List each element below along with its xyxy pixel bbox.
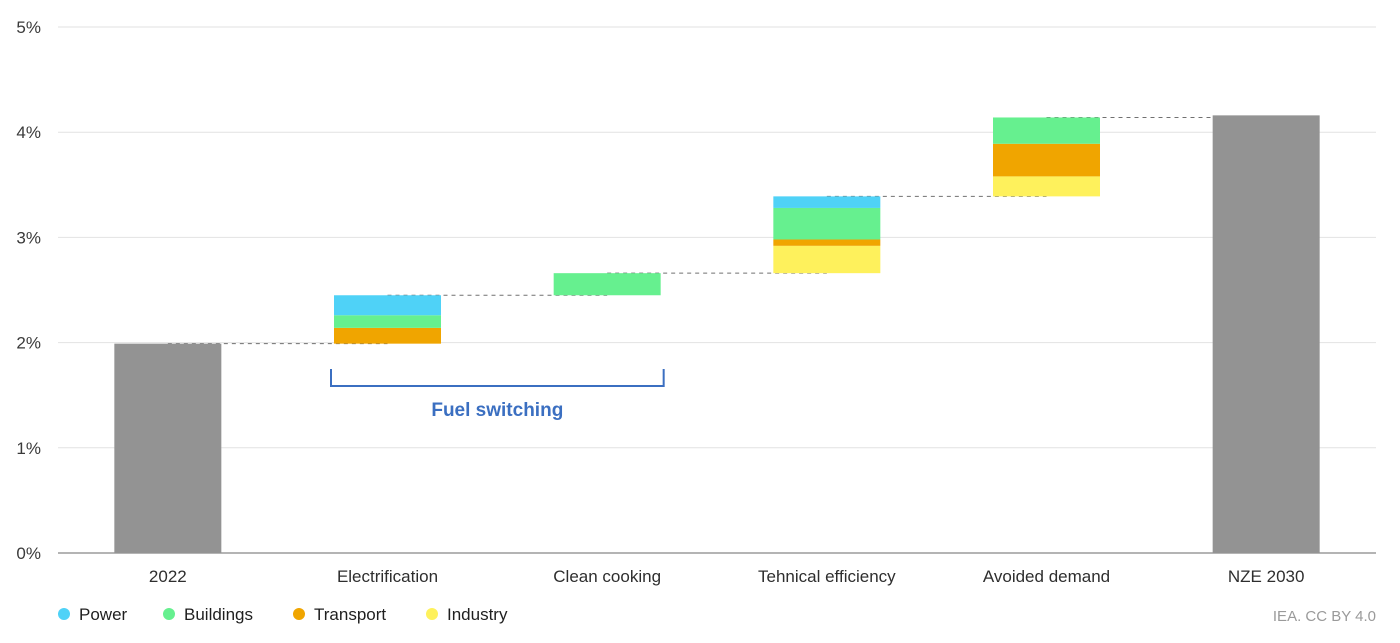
credit-text: IEA. CC BY 4.0 [1273, 608, 1376, 625]
x-tick-label-nze-2030: NZE 2030 [1228, 567, 1305, 586]
bar-segment-transport-tehnical-efficiency [773, 239, 881, 246]
y-tick-label-0: 0% [16, 544, 41, 563]
bar-segment-power-tehnical-efficiency [773, 196, 881, 208]
y-tick-label-2: 2% [16, 334, 41, 353]
bar-total-2022 [114, 343, 222, 553]
legend-label-buildings: Buildings [184, 605, 253, 624]
legend-label-power: Power [79, 605, 128, 624]
legend: Power Buildings Transport Industry [58, 605, 508, 624]
connector-lines [167, 116, 1267, 345]
bar-segment-buildings-electrification [334, 315, 441, 328]
bar-segment-power-electrification [334, 295, 441, 316]
legend-label-transport: Transport [314, 605, 386, 624]
x-tick-label-2022: 2022 [149, 567, 187, 586]
y-tick-label-1: 1% [16, 439, 41, 458]
x-tick-label-avoided-demand: Avoided demand [983, 567, 1110, 586]
bar-segment-buildings-clean-cooking [553, 273, 661, 296]
bars-group [114, 115, 1320, 554]
legend-swatch-transport [293, 608, 305, 620]
legend-swatch-power [58, 608, 70, 620]
x-axis-categories: 2022 Electrification Clean cooking Tehnical… [149, 567, 1305, 586]
y-tick-label-4: 4% [16, 123, 41, 142]
bar-segment-buildings-avoided-demand [993, 117, 1100, 144]
y-tick-label-5: 5% [16, 18, 41, 37]
legend-swatch-buildings [163, 608, 175, 620]
bar-segment-transport-electrification [334, 327, 441, 344]
bar-total-nze-2030 [1212, 115, 1320, 554]
legend-label-industry: Industry [447, 605, 508, 624]
annotation-bracket [330, 369, 665, 387]
gridlines [58, 26, 1376, 554]
x-tick-label-tehnical-efficiency: Tehnical efficiency [758, 567, 896, 586]
x-tick-label-electrification: Electrification [337, 567, 438, 586]
fuel-switching-annotation: Fuel switching [330, 369, 665, 421]
bar-segment-industry-avoided-demand [993, 176, 1100, 197]
bar-segment-transport-avoided-demand [993, 143, 1100, 177]
x-tick-label-clean-cooking: Clean cooking [553, 567, 661, 586]
y-axis-ticks: 0% 1% 2% 3% 4% 5% [16, 18, 41, 563]
y-tick-label-3: 3% [16, 228, 41, 247]
bar-segment-industry-tehnical-efficiency [773, 245, 881, 274]
legend-swatch-industry [426, 608, 438, 620]
bar-segment-buildings-tehnical-efficiency [773, 207, 881, 240]
annotation-label: Fuel switching [431, 400, 563, 421]
